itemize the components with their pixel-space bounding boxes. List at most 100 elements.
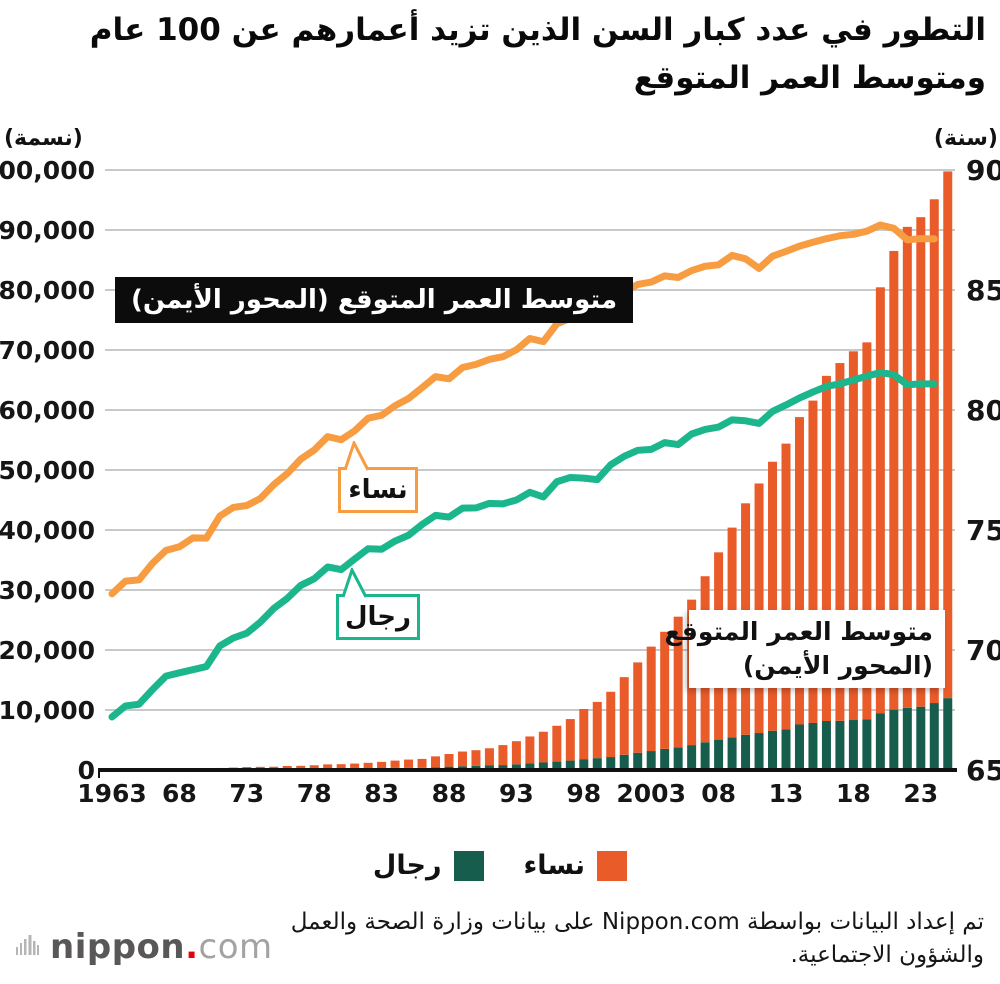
bar-men — [821, 720, 831, 770]
source-note-line1: تم إعداد البيانات بواسطة Nippon.com على … — [290, 909, 984, 935]
y-left-tick-label: 30,000 — [0, 576, 95, 605]
women-callout-tail — [343, 441, 370, 471]
bar-women — [565, 719, 575, 761]
bar-women — [296, 765, 306, 770]
legend-women-label: نساء — [523, 850, 586, 881]
bar-men — [471, 765, 481, 770]
bar-women — [511, 741, 521, 765]
bar-men — [660, 748, 670, 770]
legend: رجال نساء — [0, 850, 1000, 881]
x-tick-label: 2003 — [616, 779, 686, 808]
x-tick-label: 18 — [836, 779, 871, 808]
legend-item-men: رجال — [373, 850, 484, 881]
bar-women — [444, 753, 454, 767]
bar-men — [808, 722, 818, 770]
men-callout-tail — [341, 568, 368, 598]
bar-men — [565, 760, 575, 770]
bar-women — [660, 631, 670, 749]
bar-men — [687, 745, 697, 770]
logo-nippon: nippon — [50, 927, 186, 967]
bar-women — [889, 250, 899, 710]
y-right-tick-label: 65 — [966, 754, 1000, 787]
bar-women — [794, 417, 804, 725]
bar-women — [929, 199, 939, 704]
y-left-tick-label: 80,000 — [0, 276, 95, 305]
bar-women — [862, 342, 872, 720]
y-left-tick-label: 60,000 — [0, 396, 95, 425]
legend-men-label: رجال — [372, 850, 442, 881]
bar-women — [592, 701, 602, 759]
x-tick-label: 98 — [566, 779, 601, 808]
bar-men — [498, 765, 508, 770]
bar-men — [606, 757, 616, 770]
bar-women — [484, 748, 494, 766]
bar-women — [943, 171, 953, 699]
bars-label-box: متوسط العمر المتوقع (المحور الأيمن) — [664, 610, 945, 688]
bar-women — [363, 762, 373, 769]
bar-men — [943, 698, 953, 770]
bar-men — [511, 764, 521, 770]
bar-women — [431, 756, 441, 768]
bars-label-line2: (المحور الأيمن) — [742, 651, 933, 680]
legend-item-women: نساء — [524, 850, 628, 881]
bar-men — [700, 742, 710, 770]
y-left-tick-label: 70,000 — [0, 336, 95, 365]
bar-women — [781, 443, 791, 730]
x-tick-label: 73 — [229, 779, 264, 808]
bar-men — [673, 747, 683, 770]
bar-men — [902, 707, 912, 770]
chart-title-line2: ومتوسط العمر المتوقع — [633, 60, 986, 96]
bar-men — [727, 737, 737, 770]
bar-women — [417, 758, 427, 768]
nippon-logo-bars-icon — [16, 935, 39, 955]
logo-dot: . — [185, 927, 199, 967]
y-left-tick-label: 0 — [78, 756, 95, 785]
x-tick-label: 68 — [162, 779, 197, 808]
line-women — [108, 221, 938, 598]
y-right-tick-label: 75 — [966, 514, 1000, 547]
bar-women — [875, 287, 885, 714]
bar-women — [282, 766, 292, 770]
men-line-callout: رجال — [336, 594, 420, 640]
bar-men — [889, 709, 899, 770]
bar-women — [525, 736, 535, 764]
bar-women — [377, 761, 387, 769]
nippon-logo-text: nippon.com — [50, 930, 273, 964]
life-expectancy-label-box: متوسط العمر المتوقع (المحور الأيمن) — [115, 277, 634, 323]
bar-women — [538, 731, 548, 763]
bar-women — [457, 751, 467, 767]
chart-title-line1: التطور في عدد كبار السن الذين تزيد أعمار… — [89, 12, 986, 48]
bar-men — [768, 730, 778, 770]
x-tick-label: 93 — [499, 779, 534, 808]
x-tick-label: 88 — [432, 779, 467, 808]
bar-women — [350, 763, 360, 769]
line-men — [108, 369, 938, 721]
y-left-tick-label: 10,000 — [0, 696, 95, 725]
y-left-tick-label: 40,000 — [0, 516, 95, 545]
bar-men — [633, 752, 643, 770]
life-expectancy-label: متوسط العمر المتوقع (المحور الأيمن) — [131, 285, 618, 315]
x-tick-label: 23 — [903, 779, 938, 808]
women-line-callout: نساء — [338, 467, 418, 513]
bar-men — [862, 719, 872, 770]
bar-women — [309, 765, 319, 770]
bar-men — [552, 761, 562, 770]
y-left-tick-label: 100,000 — [0, 156, 95, 185]
bar-women — [552, 725, 562, 762]
bar-women — [390, 760, 400, 768]
bar-men — [646, 751, 656, 770]
x-tick-label: 13 — [769, 779, 804, 808]
left-axis-unit: (نسمة) — [4, 126, 83, 151]
bar-men — [619, 754, 629, 770]
women-line-callout-label: نساء — [348, 475, 408, 505]
y-left-tick-label: 20,000 — [0, 636, 95, 665]
bar-women — [471, 750, 481, 766]
bar-women — [808, 400, 818, 723]
bar-women — [336, 764, 346, 769]
bar-men — [835, 720, 845, 770]
bar-men — [916, 706, 926, 770]
source-note: تم إعداد البيانات بواسطة Nippon.com على … — [264, 906, 984, 972]
bar-women — [579, 709, 589, 760]
logo-com: com — [198, 927, 273, 967]
